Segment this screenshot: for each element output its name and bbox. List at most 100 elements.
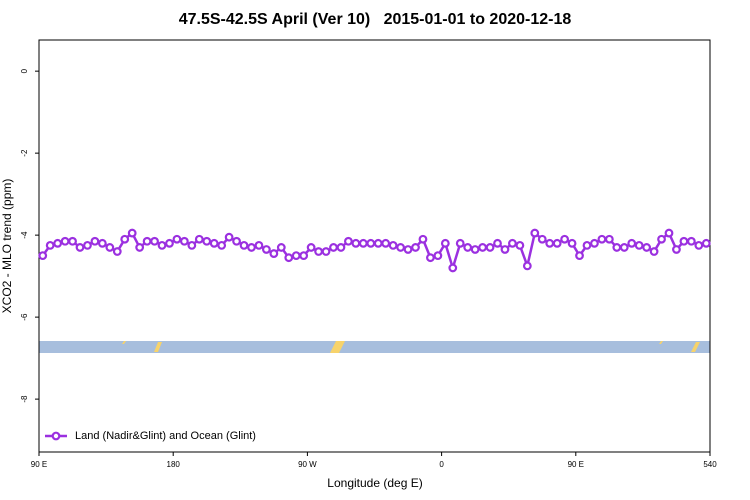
- point: [97, 238, 107, 248]
- x-axis-label: Longitude (deg E): [327, 476, 422, 490]
- point: [612, 243, 622, 252]
- land-patch: [122, 341, 126, 344]
- point: [373, 238, 383, 248]
- surface-band: [39, 341, 710, 353]
- land-patch: [659, 341, 663, 344]
- land-patch: [691, 342, 700, 352]
- point: [112, 247, 122, 256]
- point: [672, 245, 681, 254]
- point: [530, 228, 540, 238]
- point: [440, 238, 450, 248]
- point: [619, 243, 629, 252]
- point: [142, 236, 152, 246]
- point: [329, 243, 338, 252]
- y-tick-label: -6: [20, 313, 29, 321]
- point: [83, 240, 92, 250]
- point: [336, 243, 346, 252]
- point: [165, 238, 174, 248]
- point: [68, 236, 77, 246]
- point: [590, 238, 599, 248]
- point: [127, 228, 137, 238]
- land-patch: [330, 341, 345, 353]
- point: [194, 234, 204, 244]
- y-axis-label: XCO2 - MLO trend (ppm): [0, 179, 14, 314]
- point: [261, 245, 271, 254]
- chart-title: 47.5S-42.5S April (Ver 10) 2015-01-01 to…: [179, 11, 572, 28]
- point: [597, 234, 607, 244]
- point: [299, 251, 309, 261]
- point: [351, 238, 361, 248]
- point: [448, 263, 458, 273]
- point: [582, 240, 592, 250]
- point: [247, 243, 256, 252]
- x-tick-label: 180: [167, 460, 181, 469]
- point: [657, 234, 666, 244]
- point: [627, 238, 637, 248]
- point: [306, 243, 316, 252]
- point: [515, 240, 525, 250]
- point: [575, 251, 584, 261]
- point: [60, 236, 70, 246]
- point: [642, 243, 652, 252]
- point: [701, 238, 711, 248]
- point: [269, 249, 279, 258]
- point: [478, 243, 488, 252]
- point: [403, 245, 413, 254]
- point: [604, 234, 614, 244]
- point: [38, 251, 48, 261]
- point: [522, 261, 532, 271]
- point: [224, 232, 234, 242]
- point: [157, 240, 167, 250]
- legend-label: Land (Nadir&Glint) and Ocean (Glint): [75, 430, 256, 442]
- point: [135, 243, 145, 252]
- point: [634, 240, 644, 250]
- point: [493, 238, 502, 248]
- x-tick-label: 0: [439, 460, 444, 469]
- point: [433, 251, 443, 261]
- point: [567, 238, 577, 248]
- y-tick-label: 0: [20, 68, 29, 73]
- point: [179, 236, 189, 246]
- point: [172, 234, 182, 244]
- point: [358, 238, 368, 248]
- point: [45, 240, 55, 250]
- point: [381, 238, 391, 248]
- point: [463, 243, 473, 252]
- point: [105, 243, 115, 252]
- point: [679, 236, 689, 246]
- point: [649, 247, 659, 256]
- point: [694, 240, 704, 250]
- point: [187, 240, 197, 250]
- point: [537, 234, 547, 244]
- point: [284, 253, 294, 263]
- point: [254, 240, 264, 250]
- point: [321, 247, 331, 256]
- point: [209, 238, 219, 248]
- point: [418, 234, 428, 244]
- land-patch: [154, 342, 162, 352]
- y-tick-label: -8: [20, 395, 29, 403]
- point: [90, 236, 100, 246]
- point: [508, 238, 517, 248]
- point: [411, 243, 420, 252]
- point: [344, 236, 353, 246]
- point: [545, 238, 555, 248]
- point: [500, 245, 510, 254]
- legend-marker: [51, 431, 61, 441]
- x-tick-label: 540: [703, 460, 717, 469]
- point: [53, 238, 63, 248]
- point: [664, 228, 674, 238]
- x-tick-label: 90 E: [31, 460, 47, 469]
- point: [217, 240, 227, 250]
- point: [426, 253, 435, 263]
- point: [470, 245, 480, 254]
- plot-frame: [38, 39, 711, 453]
- point: [686, 236, 696, 246]
- point: [150, 236, 159, 246]
- point: [239, 240, 249, 250]
- point: [455, 238, 465, 248]
- point: [366, 238, 376, 248]
- x-tick-label: 90 W: [298, 460, 317, 469]
- point: [552, 238, 562, 248]
- point: [485, 243, 495, 252]
